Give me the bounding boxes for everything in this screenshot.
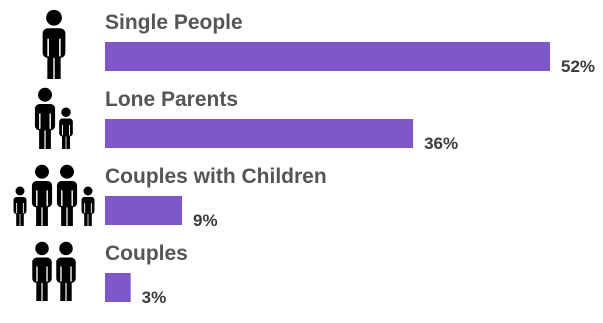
adult-figure [34, 87, 56, 149]
adult-figure [56, 164, 78, 226]
value-label: 52% [561, 57, 595, 76]
child-figure [13, 186, 27, 226]
category-label: Couples with Children [105, 165, 327, 188]
category-label: Couples [105, 242, 188, 265]
adult-figure [56, 241, 76, 301]
value-label: 3% [142, 288, 167, 307]
bar [105, 119, 414, 148]
adult-figure [31, 164, 53, 226]
child-figure [59, 107, 73, 149]
category-label: Single People [105, 11, 243, 34]
value-label: 9% [193, 211, 218, 230]
bar [105, 196, 183, 225]
bar [105, 273, 131, 302]
adult-figure [32, 241, 52, 301]
child-figure [81, 186, 95, 226]
value-label: 36% [424, 134, 458, 153]
lone-parent-icon [34, 87, 73, 149]
family-with-children-icon [13, 164, 95, 226]
bar [105, 42, 550, 71]
adult-figure [42, 9, 66, 79]
couple-icon [32, 241, 76, 301]
category-label: Lone Parents [105, 88, 238, 111]
single-person-icon [42, 9, 66, 79]
